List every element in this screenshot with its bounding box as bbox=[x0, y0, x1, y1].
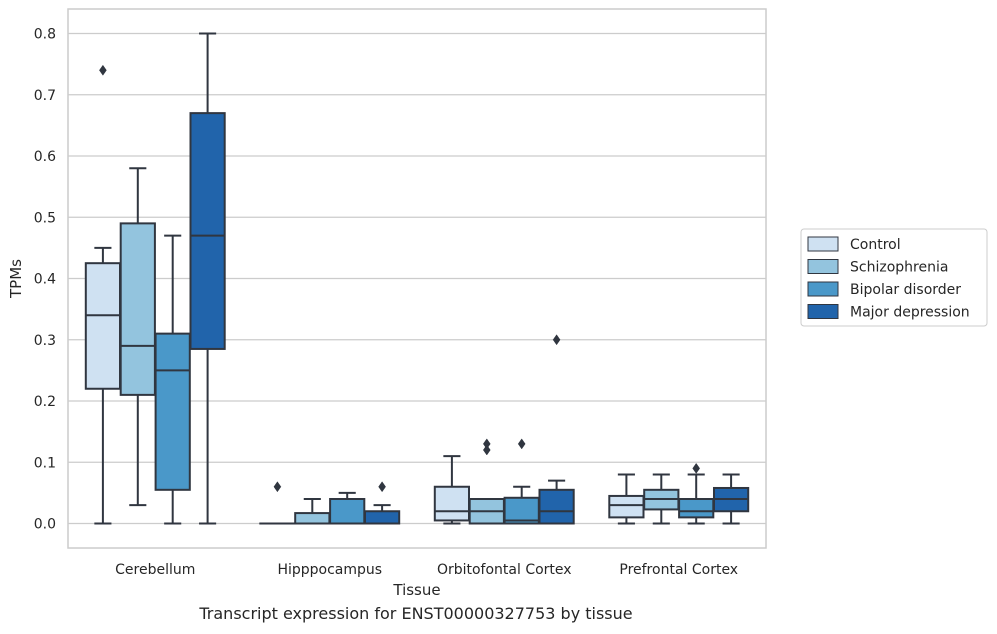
x-tick-label: Hipppocampus bbox=[277, 562, 382, 578]
box-iqr bbox=[678, 498, 715, 519]
box-iqr bbox=[329, 498, 366, 525]
y-axis-title: TPMs bbox=[7, 259, 25, 299]
box-schizophrenia bbox=[643, 473, 680, 525]
outlier-point bbox=[552, 334, 561, 346]
box-iqr bbox=[433, 485, 471, 522]
y-tick-labels: 0.0 0.1 0.2 0.3 0.4 0.5 0.6 0.7 0.8 bbox=[34, 27, 56, 533]
box-major-depression bbox=[538, 334, 575, 525]
legend: Control Schizophrenia Bipolar disorder Majo… bbox=[800, 228, 988, 327]
outlier-point bbox=[273, 481, 282, 493]
figure-caption: Transcript expression for ENST0000032775… bbox=[199, 604, 633, 623]
box-schizophrenia bbox=[119, 167, 156, 507]
box-iqr bbox=[119, 222, 156, 396]
outlier-point bbox=[99, 64, 107, 76]
box-schizophrenia bbox=[468, 438, 505, 525]
box-control bbox=[259, 481, 296, 525]
box-iqr bbox=[154, 332, 191, 491]
x-axis-title: Tissue bbox=[392, 581, 440, 599]
legend-frame bbox=[800, 228, 988, 327]
box-control bbox=[608, 473, 645, 525]
legend-swatch bbox=[807, 259, 839, 274]
box-iqr bbox=[608, 494, 645, 519]
box-control bbox=[433, 455, 471, 525]
legend-label: Bipolar disorder bbox=[850, 282, 961, 298]
box-major-depression bbox=[712, 473, 750, 525]
box-bipolar-disorder bbox=[329, 491, 366, 525]
y-tick-label: 0.0 bbox=[34, 517, 56, 533]
y-tick-label: 0.5 bbox=[34, 210, 56, 226]
outlier-point bbox=[517, 438, 526, 450]
box-schizophrenia bbox=[294, 498, 331, 525]
outlier-point bbox=[482, 438, 491, 450]
y-tick-label: 0.7 bbox=[34, 88, 56, 104]
box-iqr bbox=[294, 512, 331, 525]
box-major-depression bbox=[363, 481, 401, 525]
legend-swatch bbox=[807, 304, 839, 319]
box-control bbox=[84, 64, 122, 525]
x-tick-label: Prefrontal Cortex bbox=[619, 562, 738, 578]
box-bipolar-disorder bbox=[154, 234, 191, 525]
box-major-depression bbox=[189, 32, 226, 525]
x-tick-label: Cerebellum bbox=[115, 562, 195, 578]
x-tick-label: Orbitofontal Cortex bbox=[437, 562, 572, 578]
outlier-point bbox=[692, 462, 701, 474]
y-tick-label: 0.6 bbox=[34, 149, 56, 165]
y-tick-label: 0.4 bbox=[34, 272, 56, 288]
x-tick-labels: Cerebellum Hipppocampus Orbitofontal Corte… bbox=[115, 562, 738, 578]
box-iqr bbox=[84, 262, 122, 390]
y-tick-label: 0.1 bbox=[34, 455, 56, 471]
legend-label: Major depression bbox=[850, 305, 970, 321]
box-iqr bbox=[538, 488, 575, 525]
legend-swatch bbox=[807, 281, 839, 297]
y-tick-label: 0.2 bbox=[34, 394, 56, 410]
y-tick-label: 0.3 bbox=[34, 333, 56, 349]
box-bipolar-disorder bbox=[503, 438, 540, 525]
outlier-point bbox=[378, 481, 386, 493]
legend-label: Schizophrenia bbox=[850, 260, 948, 276]
plot-area-frame bbox=[67, 8, 767, 549]
box-bipolar-disorder bbox=[678, 462, 715, 525]
legend-swatch bbox=[807, 236, 839, 252]
y-tick-label: 0.8 bbox=[34, 27, 56, 43]
legend-label: Control bbox=[850, 237, 901, 253]
box-iqr bbox=[189, 112, 226, 350]
box-iqr bbox=[363, 510, 401, 525]
box-plot-boxes bbox=[84, 32, 750, 525]
box-iqr bbox=[503, 496, 540, 525]
outlier-point bbox=[482, 444, 491, 456]
